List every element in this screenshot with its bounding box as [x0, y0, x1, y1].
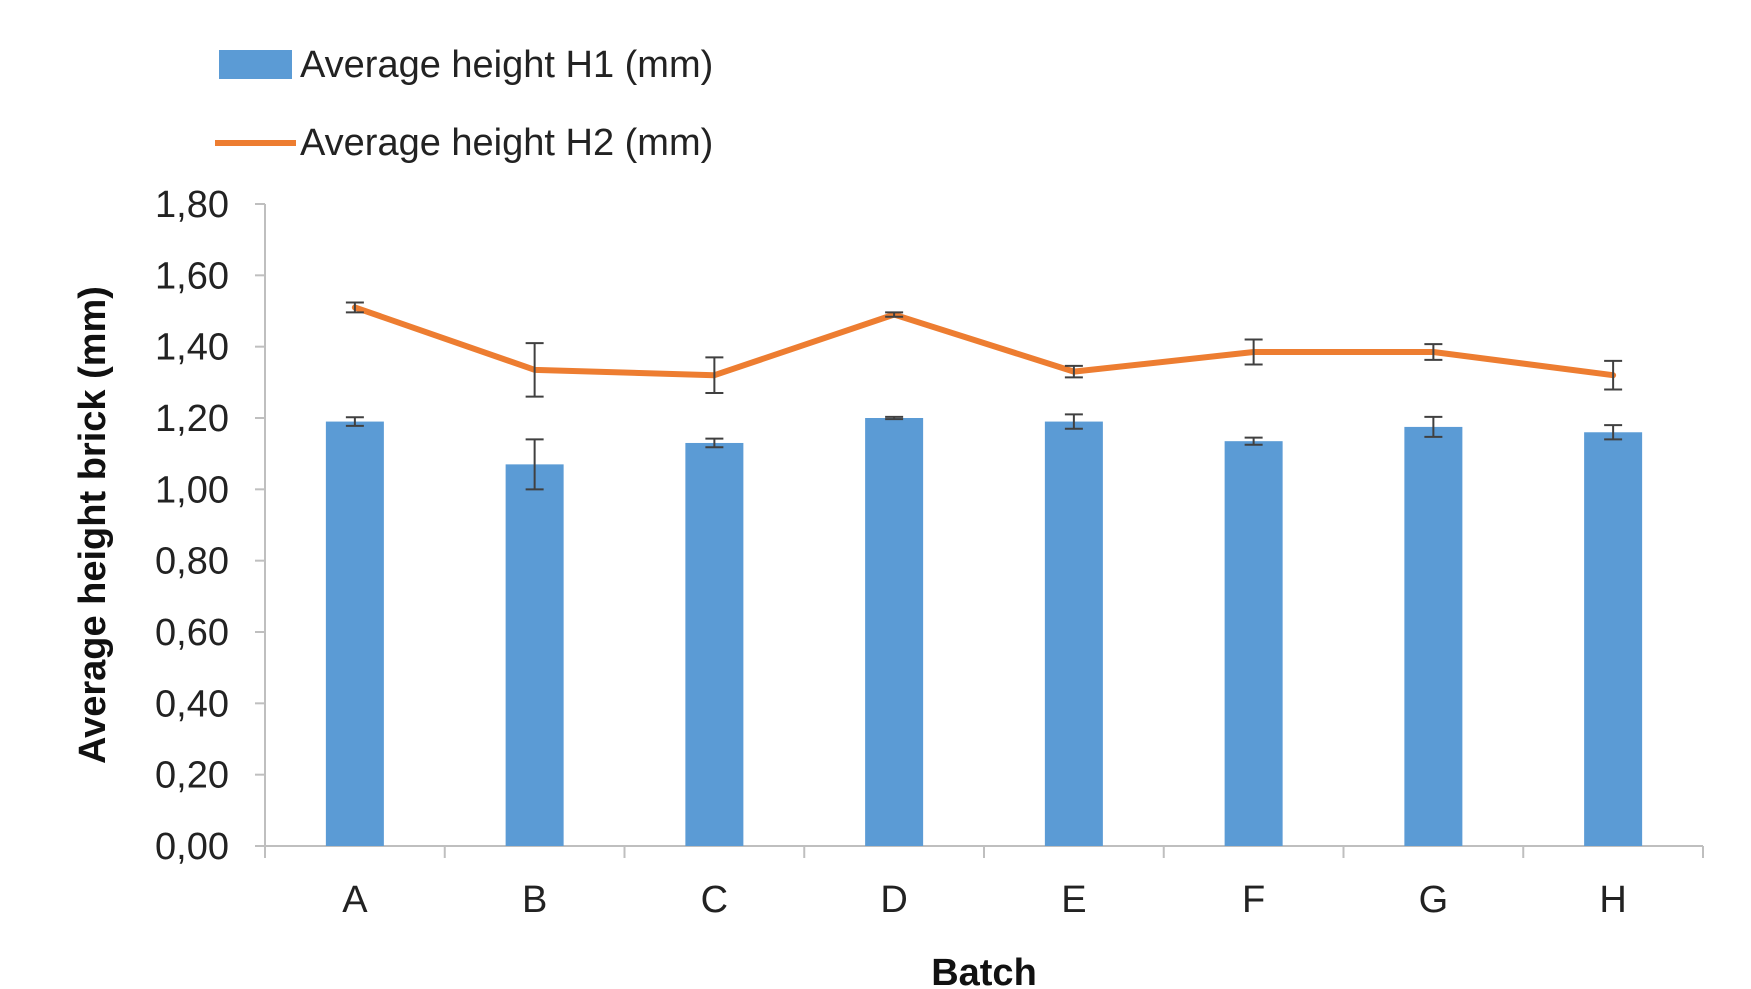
legend-label-h1: Average height H1 (mm) [300, 44, 713, 86]
x-tick-label: B [522, 879, 547, 921]
bar-G [1404, 426, 1463, 846]
y-tick-label: 1,20 [155, 398, 229, 440]
x-tick-label: G [1419, 879, 1449, 921]
bar-D [865, 418, 924, 846]
y-tick-label: 1,40 [155, 327, 229, 369]
error-bar [525, 342, 544, 398]
y-tick-label: 1,80 [155, 184, 229, 226]
x-tick-label: F [1242, 879, 1265, 921]
bar-A [325, 421, 384, 846]
error-bar [1244, 338, 1263, 366]
bar-series-h1 [325, 418, 1643, 846]
legend: Average height H1 (mm) Average height H2… [215, 44, 713, 164]
bar-C [685, 442, 744, 846]
y-tick-label: 1,00 [155, 469, 229, 511]
x-tick-label: A [342, 879, 368, 921]
y-axis-title: Average height brick (mm) [72, 286, 114, 764]
error-bar [525, 438, 544, 491]
bar-error-bars [345, 413, 1623, 491]
bar-F [1224, 441, 1283, 846]
legend-label-h2: Average height H2 (mm) [300, 122, 713, 164]
y-tick-label: 0,40 [155, 683, 229, 725]
line-series-h2 [351, 304, 1617, 379]
y-tick-label: 1,60 [155, 255, 229, 297]
bar-H [1584, 432, 1643, 846]
error-bar [1064, 413, 1083, 430]
error-bar [345, 416, 364, 427]
error-bar [885, 311, 904, 318]
error-bar [1424, 343, 1443, 361]
x-tick-label: E [1061, 879, 1086, 921]
x-axis-ticks: A B C D E F G H [264, 846, 1704, 921]
x-tick-label: D [880, 879, 907, 921]
error-bar [345, 301, 364, 314]
error-bar [705, 356, 724, 395]
x-tick-label: C [701, 879, 728, 921]
legend-swatch-h1 [219, 50, 292, 79]
x-tick-label: H [1599, 879, 1626, 921]
bar-E [1044, 421, 1103, 846]
error-bar [1424, 415, 1443, 438]
error-bar [1604, 359, 1623, 391]
axes [264, 204, 1703, 847]
bar-B [505, 464, 564, 846]
y-tick-label: 0,00 [155, 826, 229, 868]
error-bar [705, 437, 724, 449]
h2-line [351, 304, 1617, 379]
y-axis-ticks: 0,00 0,20 0,40 0,60 0,80 1,00 1,20 1,40 1,60 1,80 [155, 184, 265, 868]
line-error-bars [345, 301, 1623, 398]
error-bar [1604, 424, 1623, 441]
y-tick-label: 0,20 [155, 755, 229, 797]
error-bar [1064, 364, 1083, 379]
error-bar [1244, 436, 1263, 446]
error-bar [885, 415, 904, 421]
y-tick-label: 0,60 [155, 612, 229, 654]
x-axis-title: Batch [931, 952, 1037, 989]
y-tick-label: 0,80 [155, 541, 229, 583]
